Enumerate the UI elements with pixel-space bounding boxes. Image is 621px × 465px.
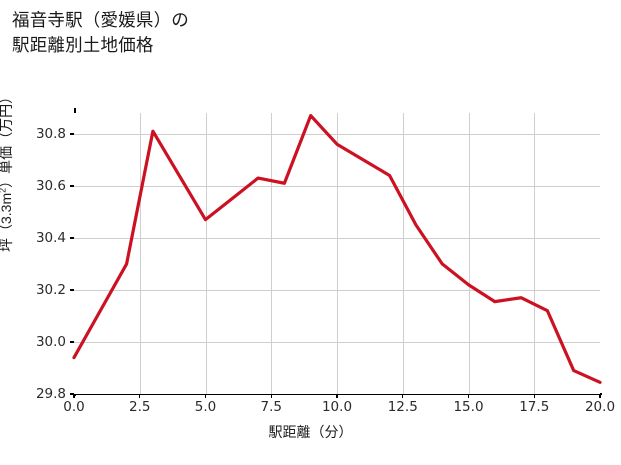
x-axis-tick-label: 5.0 [194,399,217,415]
y-axis-tick-label: 30.4 [35,229,66,246]
x-axis-tick-mark [270,394,272,398]
gridline-vertical [402,113,404,394]
y-axis-tick-mark [70,289,74,291]
gridline-vertical [271,113,273,394]
gridline-vertical [139,113,141,394]
x-axis-tick-mark [204,394,207,398]
y-axis-tick-mark [70,393,74,395]
x-axis-tick-mark [336,394,338,398]
x-axis-tick-mark [599,394,601,398]
x-axis-tick-mark [73,394,75,398]
page-title: 福音寺駅（愛媛県）の 駅距離別土地価格 [12,10,189,55]
y-axis-tick-label: 29.8 [35,386,66,402]
y-axis-tick-label: 30.6 [35,177,66,194]
gridline-vertical [468,113,470,394]
y-axis-tick-label: 30.0 [35,333,66,350]
x-axis-tick-label: 17.5 [519,399,550,415]
y-axis-tick-mark [70,185,74,187]
x-axis-tick-mark [533,394,535,398]
y-axis-tick-mark [70,341,74,343]
y-axis-tick-mark [70,133,74,135]
x-axis-tick-label: 10.0 [321,399,353,415]
x-axis-tick-mark [402,394,404,398]
gridline-vertical [337,113,338,394]
plot-area [72,113,602,394]
y-axis-label: 坪（3.3m2）単価（万円） [0,89,14,252]
y-axis-tick-label: 30.2 [35,281,66,298]
x-axis-tick-label: 7.5 [260,399,282,415]
y-axis-tick-label: 30.8 [35,125,66,142]
x-axis-tick-label: 15.0 [453,399,484,415]
x-axis-tick-label: 12.5 [387,399,418,415]
y-axis-tick-mark [70,237,74,239]
x-axis-label: 駅距離（分） [268,424,353,440]
gridline-vertical [534,113,536,394]
x-axis-tick-label: 2.5 [129,399,151,415]
line-series-tsubo-tanka [72,113,602,384]
x-axis-tick-label: 20.0 [584,399,616,415]
x-axis-tick-mark [139,394,141,398]
x-axis-tick-mark [467,394,470,398]
x-axis-tick-label: 0.0 [63,399,85,415]
line-series-layer [72,113,602,384]
gridline-vertical [205,113,207,394]
